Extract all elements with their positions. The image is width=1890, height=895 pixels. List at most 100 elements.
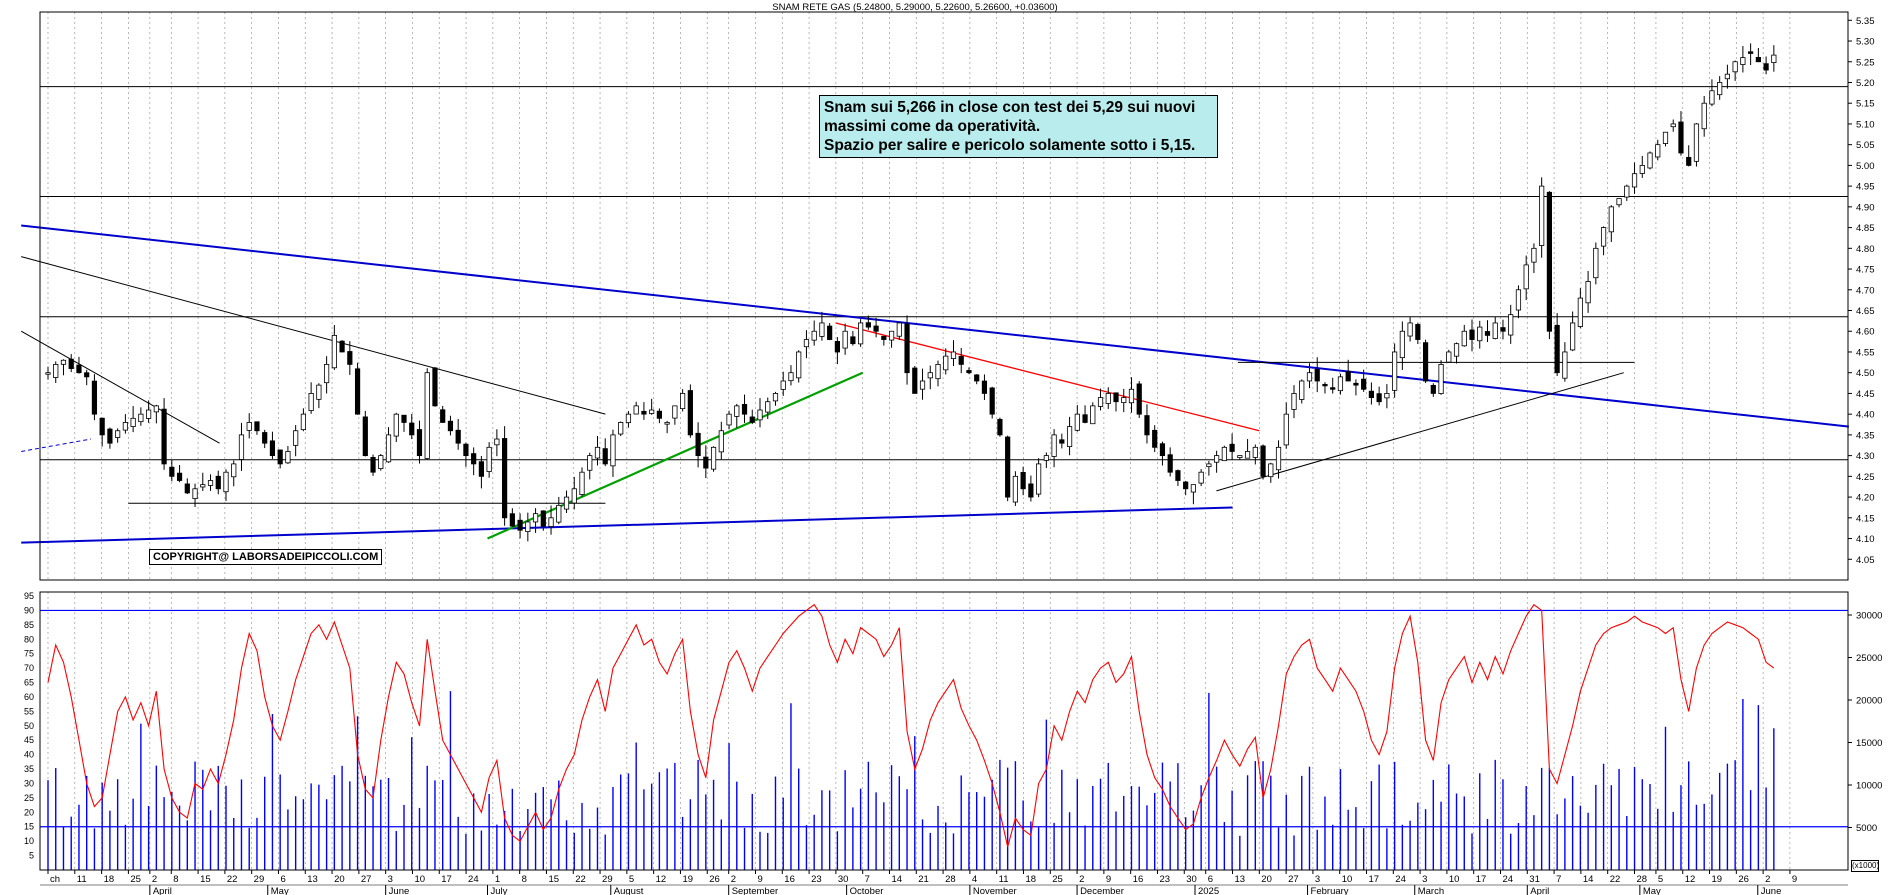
candle-body — [1577, 297, 1583, 327]
date-label: 7 — [865, 874, 870, 885]
candle-body — [370, 457, 376, 473]
candle-body — [1306, 372, 1313, 382]
candle-body — [471, 453, 477, 465]
candle-body — [587, 455, 593, 471]
price-tick-label: 4.05 — [1856, 555, 1875, 566]
candle-body — [579, 471, 585, 495]
candle-body — [130, 417, 136, 427]
candle-body — [1701, 102, 1707, 130]
date-label: 11 — [77, 874, 87, 885]
candle-body — [974, 374, 980, 382]
candle-body — [60, 359, 67, 365]
candle-body — [532, 513, 539, 523]
candle-body — [811, 330, 817, 341]
rsi-tick-label: 45 — [24, 735, 34, 745]
date-label: 14 — [1583, 874, 1594, 885]
candle-body — [494, 438, 500, 446]
candle-body — [1539, 185, 1545, 246]
date-label: 20 — [1261, 874, 1272, 885]
candle-body — [416, 429, 423, 457]
price-tick-label: 4.35 — [1856, 430, 1875, 441]
date-label: 2 — [731, 874, 736, 885]
candle-body — [1121, 397, 1127, 404]
candle-body — [1074, 413, 1080, 431]
candle-body — [525, 521, 531, 532]
candle-body — [540, 510, 546, 527]
candle-body — [1508, 314, 1514, 336]
candle-body — [1500, 327, 1506, 332]
candle-body — [1299, 380, 1305, 400]
price-panel-frame — [39, 11, 1849, 581]
candle-body — [1268, 463, 1274, 478]
candle-body — [680, 393, 686, 410]
date-label: 4 — [972, 874, 977, 885]
price-tick-label: 4.65 — [1856, 306, 1875, 317]
candle-body — [873, 325, 879, 332]
candle-body — [1167, 454, 1173, 473]
candle-body — [1136, 383, 1142, 415]
candle-body — [378, 455, 384, 469]
candle-body — [424, 372, 430, 459]
date-label: 18 — [1025, 874, 1036, 885]
candle-body — [1438, 364, 1444, 394]
month-label: July — [491, 886, 508, 895]
candle-body — [440, 409, 446, 423]
volume-tick-label: 15000 — [1856, 738, 1882, 749]
candle-body — [1655, 144, 1661, 158]
chart-title: SNAM RETE GAS (5.24800, 5.29000, 5.22600… — [772, 2, 1058, 13]
candle-body — [943, 355, 949, 371]
candle-body — [1422, 342, 1429, 382]
candle-body — [633, 405, 639, 415]
candle-body — [1399, 330, 1405, 359]
candle-body — [796, 351, 802, 379]
candle-body — [1345, 371, 1351, 382]
candle-body — [912, 367, 918, 394]
month-label: October — [850, 886, 884, 895]
date-label: 2 — [1765, 874, 1770, 885]
volume-tick-label: 10000 — [1856, 781, 1882, 792]
candle-body — [1221, 446, 1227, 462]
candle-body — [1624, 185, 1630, 198]
date-label: 10 — [1342, 874, 1353, 885]
candle-body — [169, 466, 175, 477]
blue-support-line — [21, 506, 1233, 544]
candle-body — [153, 405, 159, 413]
date-label: 13 — [307, 874, 318, 885]
candle-body — [865, 322, 871, 328]
date-label: 26 — [1738, 874, 1749, 885]
annotation-box: Snam sui 5,266 in close con test dei 5,2… — [819, 95, 1218, 158]
rsi-line — [47, 603, 1775, 848]
copyright-label: COPYRIGHT@ LABORSADEIPICCOLI.COM — [149, 549, 383, 565]
candle-body — [45, 372, 51, 375]
candle-body — [1043, 455, 1049, 461]
candle-body — [1214, 455, 1220, 463]
candle-body — [958, 356, 964, 365]
price-tick-label: 4.95 — [1856, 182, 1875, 193]
candle-body — [207, 480, 214, 486]
candle-body — [393, 413, 399, 437]
volume-tick-label: 25000 — [1856, 653, 1882, 664]
rsi-tick-label: 65 — [24, 678, 34, 688]
candle-body — [161, 408, 167, 465]
price-tick-label: 4.10 — [1856, 534, 1875, 545]
candle-body — [1631, 173, 1638, 188]
candle-body — [1198, 471, 1204, 484]
date-label: 22 — [575, 874, 586, 885]
horizontal-levels — [40, 86, 1848, 461]
candle-body — [122, 422, 128, 431]
date-label: 31 — [1529, 874, 1540, 885]
candle-body — [625, 413, 632, 424]
green-support-line — [487, 371, 864, 540]
candle-body — [935, 364, 941, 380]
trendlines — [20, 224, 1849, 544]
candle-body — [1662, 131, 1669, 144]
candle-body — [401, 414, 407, 423]
candle-body — [749, 416, 755, 423]
candle-body — [718, 430, 724, 453]
rsi-tick-label: 50 — [24, 721, 34, 731]
rsi-tick-label: 10 — [24, 836, 34, 846]
date-label: 28 — [945, 874, 956, 885]
axes: 4.05 4.10 4.15 4.20 4.25 4.30 4.35 4.40 4.45 4.50… — [24, 11, 1882, 895]
candle-body — [68, 358, 74, 369]
price-tick-label: 4.70 — [1856, 285, 1875, 296]
